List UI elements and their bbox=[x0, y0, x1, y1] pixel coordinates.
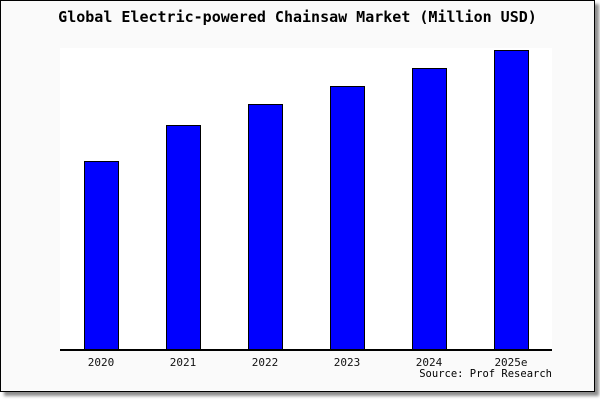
bar-slot bbox=[306, 48, 388, 349]
x-tick-label-2023: 2023 bbox=[333, 356, 361, 369]
bar-2022 bbox=[247, 104, 283, 349]
chart-card: Global Electric-powered Chainsaw Market … bbox=[0, 0, 595, 392]
x-tick-label-2024: 2024 bbox=[415, 356, 443, 369]
bar-slot bbox=[388, 48, 470, 349]
bar-2023 bbox=[329, 86, 365, 349]
chart-title: Global Electric-powered Chainsaw Market … bbox=[58, 8, 537, 26]
bar-slot bbox=[470, 48, 552, 349]
source-credit: Source: Prof Research bbox=[419, 368, 552, 380]
bar-slot bbox=[60, 48, 142, 349]
x-tick-label-2022: 2022 bbox=[251, 356, 279, 369]
bar-2021 bbox=[165, 125, 201, 349]
bars-container bbox=[60, 48, 552, 349]
x-tick-label-2021: 2021 bbox=[169, 356, 197, 369]
bar-slot bbox=[142, 48, 224, 349]
bar-slot bbox=[224, 48, 306, 349]
bar-2025e bbox=[493, 50, 529, 349]
x-tick-label-2020: 2020 bbox=[87, 356, 115, 369]
x-tick-label-2025e: 2025e bbox=[494, 356, 528, 369]
bar-2020 bbox=[83, 161, 119, 349]
plot-area bbox=[60, 48, 552, 351]
bar-2024 bbox=[411, 68, 447, 349]
x-axis-tick-labels: 2020 2021 2022 2023 2024 2025e bbox=[60, 356, 552, 369]
